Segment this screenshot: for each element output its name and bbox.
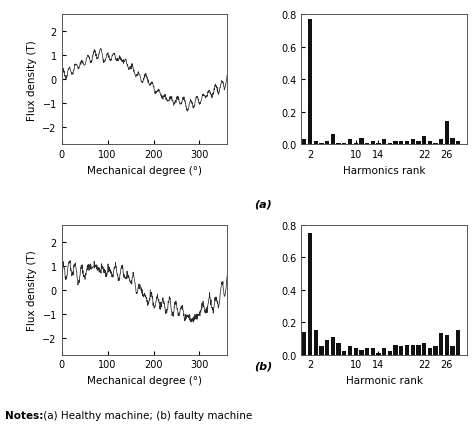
Bar (422, 343, 426, 355)
Bar (314, 141, 318, 145)
Bar (319, 347, 324, 355)
Bar (354, 348, 358, 355)
Bar (376, 353, 381, 355)
Bar (422, 137, 426, 145)
Bar (365, 348, 369, 355)
Bar (439, 334, 443, 355)
Bar (376, 143, 381, 145)
Bar (302, 332, 307, 355)
Bar (365, 143, 369, 145)
Bar (331, 337, 335, 355)
Bar (399, 347, 403, 355)
Bar (348, 347, 352, 355)
Bar (371, 348, 375, 355)
Bar (337, 143, 341, 145)
Bar (325, 141, 329, 145)
Bar (382, 140, 386, 145)
Bar (342, 352, 346, 355)
Bar (348, 140, 352, 145)
Bar (308, 20, 312, 145)
Text: (a) Healthy machine; (b) faulty machine: (a) Healthy machine; (b) faulty machine (40, 410, 253, 420)
Bar (416, 141, 420, 145)
Text: (a): (a) (254, 199, 272, 208)
Bar (388, 143, 392, 145)
Y-axis label: Flux density (T): Flux density (T) (27, 40, 37, 120)
X-axis label: Mechanical degree (°): Mechanical degree (°) (87, 165, 202, 175)
Bar (314, 331, 318, 355)
X-axis label: Mechanical degree (°): Mechanical degree (°) (87, 375, 202, 385)
Bar (359, 138, 364, 145)
Bar (319, 143, 324, 145)
Bar (450, 138, 455, 145)
Text: Notes:: Notes: (5, 410, 43, 420)
Bar (445, 336, 449, 355)
Bar (388, 352, 392, 355)
Y-axis label: Flux density (T): Flux density (T) (27, 250, 37, 330)
Bar (337, 343, 341, 355)
Bar (405, 345, 409, 355)
Bar (302, 140, 307, 145)
Bar (342, 143, 346, 145)
Bar (416, 345, 420, 355)
Bar (445, 122, 449, 145)
Bar (331, 134, 335, 145)
Bar (354, 143, 358, 145)
Bar (428, 348, 432, 355)
Bar (393, 141, 398, 145)
Bar (359, 350, 364, 355)
Bar (410, 345, 415, 355)
Bar (456, 141, 460, 145)
Bar (405, 141, 409, 145)
Bar (433, 143, 438, 145)
Bar (393, 345, 398, 355)
Bar (428, 141, 432, 145)
Bar (382, 348, 386, 355)
Bar (410, 140, 415, 145)
Bar (439, 140, 443, 145)
X-axis label: Harmonic rank: Harmonic rank (346, 375, 423, 385)
Bar (325, 340, 329, 355)
Text: (b): (b) (254, 361, 272, 371)
Bar (456, 331, 460, 355)
Bar (433, 347, 438, 355)
X-axis label: Harmonics rank: Harmonics rank (343, 165, 426, 175)
Bar (308, 233, 312, 355)
Bar (450, 347, 455, 355)
Bar (399, 141, 403, 145)
Bar (371, 141, 375, 145)
